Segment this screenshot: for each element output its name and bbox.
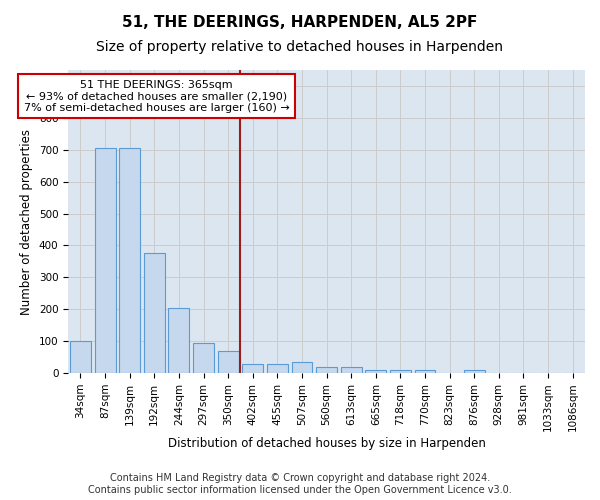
Bar <box>70 341 91 373</box>
Y-axis label: Number of detached properties: Number of detached properties <box>20 128 33 314</box>
Bar <box>193 343 214 373</box>
Text: Contains HM Land Registry data © Crown copyright and database right 2024.
Contai: Contains HM Land Registry data © Crown c… <box>88 474 512 495</box>
Text: 51, THE DEERINGS, HARPENDEN, AL5 2PF: 51, THE DEERINGS, HARPENDEN, AL5 2PF <box>122 15 478 30</box>
Bar <box>218 351 239 373</box>
Bar <box>95 148 116 373</box>
Text: Size of property relative to detached houses in Harpenden: Size of property relative to detached ho… <box>97 40 503 54</box>
Bar <box>119 148 140 373</box>
Bar <box>169 308 190 373</box>
Text: 51 THE DEERINGS: 365sqm
← 93% of detached houses are smaller (2,190)
7% of semi-: 51 THE DEERINGS: 365sqm ← 93% of detache… <box>24 80 290 113</box>
Bar <box>292 362 313 373</box>
Bar <box>267 364 288 373</box>
Bar <box>464 370 485 373</box>
Bar <box>341 366 362 373</box>
Bar <box>242 364 263 373</box>
Bar <box>316 366 337 373</box>
Bar <box>365 370 386 373</box>
Bar <box>415 370 436 373</box>
Bar <box>144 254 165 373</box>
Bar <box>390 370 411 373</box>
X-axis label: Distribution of detached houses by size in Harpenden: Distribution of detached houses by size … <box>167 437 485 450</box>
